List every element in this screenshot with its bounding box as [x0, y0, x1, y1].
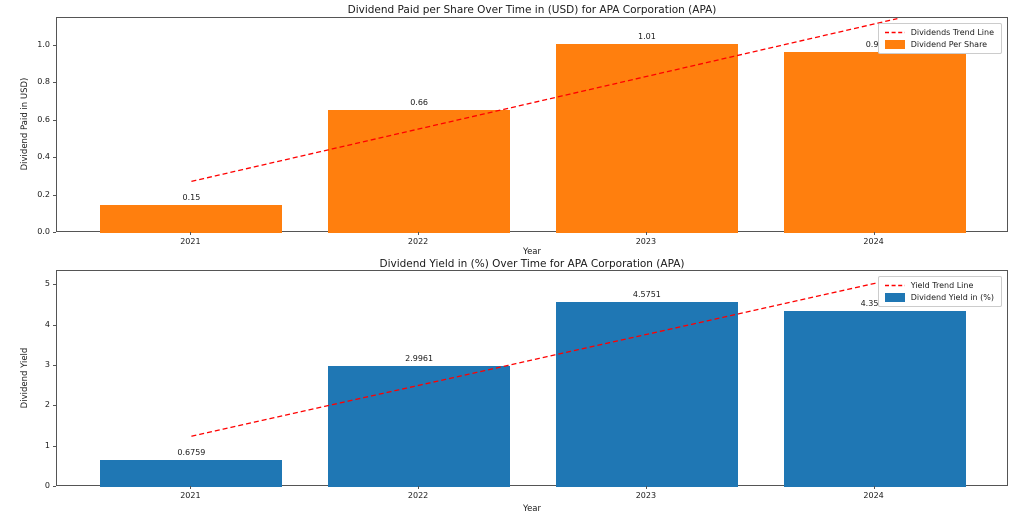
y-tick-mark — [53, 232, 56, 233]
legend-patch-sample — [884, 40, 905, 49]
bar-value-label: 0.6759 — [177, 447, 206, 457]
y-tick-label: 1.0 — [37, 40, 50, 49]
y-tick-mark — [53, 364, 56, 366]
legend-entry: Dividend Per Share — [884, 40, 994, 49]
bar-2023 — [555, 302, 738, 487]
bar-2024 — [783, 311, 966, 487]
y-tick-label: 3 — [44, 359, 50, 369]
y-axis-label: Dividend Yield — [20, 347, 30, 409]
y-tick-label: 0.2 — [37, 189, 50, 199]
x-tick-mark — [418, 486, 420, 489]
y-tick-mark — [53, 405, 56, 407]
x-tick-label: 2023 — [635, 491, 657, 500]
bar-2024 — [783, 51, 966, 233]
legend-entry: Dividends Trend Line — [884, 28, 994, 37]
x-tick-label: 2022 — [407, 237, 429, 246]
bar-value-label: 4.5751 — [632, 290, 661, 300]
x-tick-label: 2021 — [180, 491, 201, 500]
y-tick-label: 0.8 — [37, 77, 50, 87]
bar-value-label: 0.66 — [410, 97, 428, 107]
chart-title: Dividend Paid per Share Over Time in (US… — [347, 4, 717, 16]
legend-label: Yield Trend Line — [910, 281, 974, 290]
bar-2022 — [328, 109, 511, 233]
bar-value-label: 1.01 — [637, 32, 656, 42]
x-tick-mark — [873, 486, 875, 489]
plot-area: Dividends Trend Line Dividend Per Share 0… — [56, 17, 1008, 233]
y-tick-label: 0.4 — [37, 152, 50, 162]
subplot-dividend-per-share: Dividend Paid per Share Over Time in (US… — [20, 4, 1008, 257]
legend: Dividends Trend Line Dividend Per Share — [877, 23, 1002, 54]
x-tick-mark — [190, 232, 192, 235]
y-tick-label: 0.0 — [37, 227, 50, 236]
legend-entry: Yield Trend Line — [884, 281, 994, 290]
y-tick-label: 0.6 — [37, 114, 50, 124]
x-tick-label: 2024 — [863, 491, 884, 500]
x-tick-mark — [418, 232, 420, 235]
legend-label: Dividend Yield in (%) — [910, 293, 994, 302]
x-tick-label: 2024 — [863, 237, 884, 246]
y-tick-label: 0 — [44, 481, 50, 490]
x-tick-mark — [645, 232, 647, 235]
y-tick-mark — [53, 45, 56, 46]
subplot-dividend-yield: Dividend Yield in (%) Over Time for APA … — [0, 258, 1024, 516]
plot-area: Yield Trend Line Dividend Yield in (%) 0.… — [56, 270, 1008, 487]
chart-title: Dividend Yield in (%) Over Time for APA … — [379, 258, 685, 270]
legend-entry: Dividend Yield in (%) — [884, 293, 994, 302]
y-tick-label: 2 — [44, 400, 50, 410]
legend-label: Dividends Trend Line — [910, 28, 994, 37]
y-tick-label: 5 — [44, 279, 50, 289]
x-tick-mark — [190, 486, 192, 489]
y-tick-mark — [53, 445, 56, 447]
x-axis-label: Year — [523, 504, 541, 514]
y-tick-mark — [53, 157, 56, 159]
y-tick-mark — [53, 486, 56, 487]
y-tick-mark — [53, 119, 56, 121]
legend-dashed-line-sample — [884, 31, 905, 34]
x-tick-mark — [645, 486, 647, 489]
bar-value-label: 2.9961 — [405, 354, 434, 363]
legend: Yield Trend Line Dividend Yield in (%) — [877, 276, 1002, 307]
legend-dashed-line-sample — [884, 284, 905, 287]
y-tick-mark — [53, 194, 56, 196]
y-tick-label: 4 — [44, 319, 50, 329]
trend-line — [191, 277, 898, 437]
bar-2022 — [328, 366, 511, 487]
bar-value-label: 4.3564 — [860, 299, 889, 309]
bar-value-label: 0.97 — [865, 39, 884, 49]
bar-2021 — [100, 205, 283, 233]
x-axis-label: Year — [523, 247, 541, 257]
bar-value-label: 0.15 — [182, 193, 201, 202]
legend-label: Dividend Per Share — [910, 40, 988, 49]
trend-line — [191, 17, 898, 183]
bar-2021 — [100, 459, 283, 487]
x-tick-label: 2021 — [180, 237, 201, 246]
x-tick-mark — [873, 232, 875, 235]
x-tick-label: 2022 — [407, 491, 429, 500]
y-tick-mark — [53, 82, 56, 84]
y-tick-label: 1 — [44, 440, 50, 450]
bar-2023 — [555, 44, 738, 233]
y-tick-mark — [53, 324, 56, 326]
x-tick-label: 2023 — [635, 237, 657, 246]
y-tick-mark — [53, 284, 56, 286]
legend-patch-sample — [884, 293, 905, 302]
